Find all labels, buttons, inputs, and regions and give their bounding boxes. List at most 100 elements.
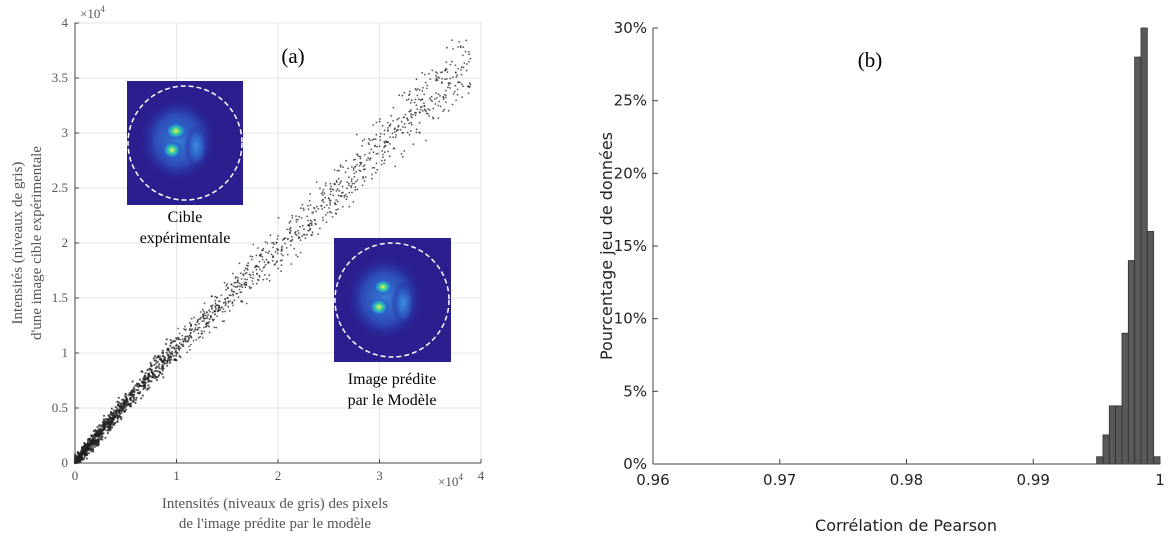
scatter-point	[390, 114, 393, 117]
scatter-point	[244, 272, 247, 275]
scatter-point	[359, 170, 362, 173]
histogram-bars	[1096, 27, 1161, 465]
scatter-point	[454, 64, 457, 67]
scatter-point	[77, 458, 80, 461]
scatter-point	[343, 196, 346, 198]
scatter-point	[140, 370, 143, 373]
scatter-point	[250, 286, 253, 289]
histogram-x-tick-label: 0.99	[1017, 471, 1050, 489]
scatter-point	[200, 330, 203, 332]
scatter-point	[242, 274, 245, 277]
scatter-point	[449, 82, 452, 85]
scatter-point	[323, 206, 326, 209]
scatter-point	[353, 172, 356, 175]
scatter-point	[454, 71, 457, 74]
scatter-point	[356, 179, 359, 181]
scatter-point	[325, 221, 328, 224]
scatter-point	[298, 236, 301, 239]
scatter-point	[332, 189, 335, 191]
histogram-x-tick-label: 1	[1155, 471, 1165, 489]
scatter-point	[375, 121, 378, 124]
scatter-point	[356, 188, 359, 191]
scatter-point	[320, 205, 323, 207]
scatter-point	[265, 278, 268, 280]
scatter-point	[259, 268, 261, 271]
scatter-point	[79, 460, 82, 463]
scatter-point	[329, 182, 332, 185]
scatter-point	[412, 143, 415, 146]
scatter-point	[410, 99, 413, 102]
scatter-point	[105, 429, 108, 432]
scatter-point	[78, 457, 82, 460]
scatter-point	[352, 159, 355, 161]
scatter-point	[465, 69, 468, 72]
scatter-point	[112, 416, 115, 419]
scatter-point	[375, 162, 378, 165]
scatter-point	[214, 302, 217, 305]
scatter-point	[188, 345, 191, 348]
scatter-point	[302, 209, 305, 212]
scatter-point	[443, 93, 446, 96]
scatter-point	[291, 217, 294, 219]
scatter-point	[447, 86, 449, 89]
scatter-point	[445, 61, 448, 64]
scatter-point	[459, 45, 462, 47]
scatter-point	[277, 267, 279, 270]
scatter-point	[98, 427, 101, 430]
scatter-point	[395, 130, 398, 132]
scatter-point	[462, 85, 464, 87]
scatter-point	[398, 94, 400, 97]
scatter-point	[199, 311, 202, 313]
scatter-point	[227, 301, 230, 304]
scatter-point	[404, 126, 407, 129]
scatter-point	[112, 418, 115, 421]
scatter-point	[234, 286, 237, 288]
scatter-point	[132, 386, 135, 389]
scatter-point	[383, 159, 386, 162]
scatter-point	[169, 338, 172, 342]
scatter-point	[435, 92, 437, 94]
scatter-point	[316, 205, 318, 208]
scatter-point	[240, 278, 243, 280]
scatter-point	[328, 207, 330, 209]
scatter-point	[137, 382, 140, 385]
scatter-point	[89, 441, 92, 444]
scatter-point	[414, 114, 417, 117]
scatter-point	[144, 384, 147, 387]
scatter-point	[310, 220, 313, 223]
scatter-point	[392, 120, 394, 122]
scatter-point	[445, 78, 448, 80]
scatter-point	[289, 244, 292, 247]
scatter-point	[268, 261, 270, 264]
scatter-point	[383, 140, 386, 143]
scatter-point	[407, 98, 410, 101]
scatter-point	[138, 378, 142, 381]
histogram-x-tick-label: 0.97	[763, 471, 796, 489]
scatter-point	[146, 388, 149, 391]
scatter-point	[161, 355, 165, 358]
scatter-point	[166, 364, 169, 367]
scatter-point	[434, 79, 437, 82]
scatter-point	[352, 167, 355, 170]
scatter-point	[455, 76, 458, 78]
scatter-point	[362, 177, 364, 180]
scatter-x-tick-label: 2	[275, 468, 282, 483]
scatter-point	[356, 154, 359, 156]
scatter-point	[220, 294, 223, 297]
scatter-point	[460, 73, 463, 76]
scatter-point	[350, 186, 353, 189]
scatter-point	[105, 418, 108, 421]
scatter-point	[367, 157, 369, 160]
scatter-point	[408, 93, 411, 95]
scatter-point	[367, 142, 370, 144]
scatter-point	[179, 342, 181, 344]
scatter-point	[127, 393, 130, 396]
scatter-point	[226, 297, 229, 299]
scatter-point	[408, 110, 411, 113]
scatter-point	[379, 118, 381, 120]
scatter-point	[333, 169, 336, 171]
scatter-point	[416, 94, 419, 97]
scatter-point	[262, 266, 265, 269]
scatter-point	[147, 378, 150, 382]
scatter-point	[391, 132, 394, 135]
